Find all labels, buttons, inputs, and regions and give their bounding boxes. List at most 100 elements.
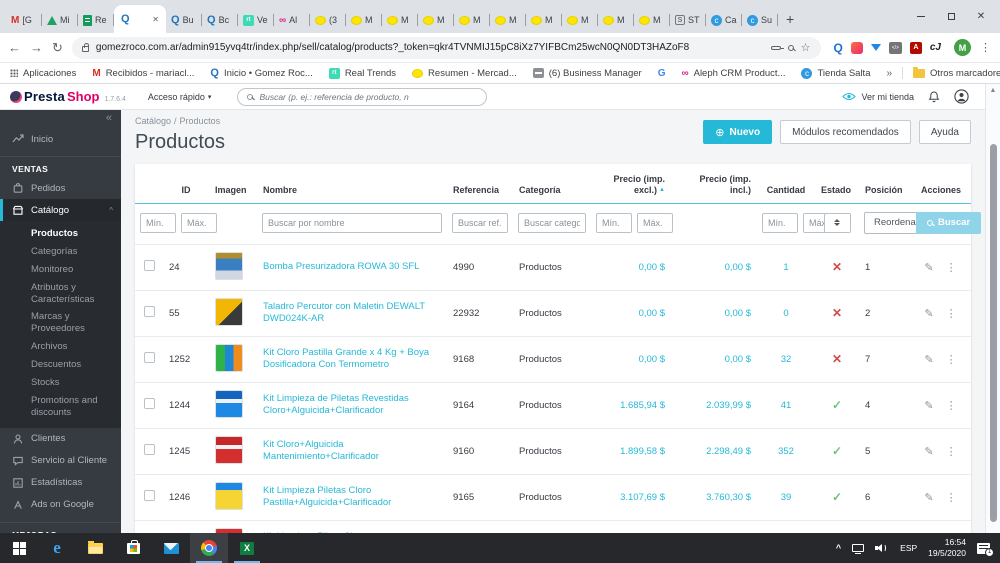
edit-icon[interactable]: ✎ <box>924 307 934 320</box>
edit-icon[interactable]: ✎ <box>924 399 934 412</box>
status-select[interactable] <box>823 212 851 233</box>
sidebar-collapse-icon[interactable]: « <box>105 112 112 124</box>
status-enabled-icon[interactable]: ✓ <box>831 490 843 504</box>
browser-tab[interactable]: M <box>346 7 382 33</box>
sidebar-subitem-monitoreo[interactable]: Monitoreo <box>31 263 74 275</box>
reorder-button[interactable]: Reordenar <box>864 211 929 234</box>
status-enabled-icon[interactable]: ✓ <box>831 398 843 412</box>
sidebar-item-cat-logo[interactable]: Catálogo ^ <box>0 199 121 221</box>
quick-access-dropdown[interactable]: Acceso rápido ▾ <box>148 92 212 102</box>
edit-icon[interactable]: ✎ <box>924 353 934 366</box>
sidebar-subitem-marcas-y-proveedores[interactable]: Marcas y Proveedores <box>31 311 85 335</box>
browser-tab[interactable]: M <box>526 7 562 33</box>
browser-tab[interactable]: rt Ve <box>238 7 274 33</box>
sidebar-item-pedidos[interactable]: Pedidos <box>0 177 121 199</box>
tab-close-icon[interactable]: ✕ <box>152 14 159 24</box>
product-name-link[interactable]: Kit Cloro+Alguicida Mantenimiento+Clarif… <box>263 438 379 462</box>
quantity-min-input[interactable] <box>762 212 798 233</box>
status-enabled-icon[interactable]: ✓ <box>831 444 843 458</box>
cj-icon[interactable]: cJ <box>929 42 941 53</box>
language-indicator[interactable]: ESP <box>900 543 918 553</box>
sidebar-subitem-stocks[interactable]: Stocks <box>31 376 60 388</box>
more-actions-icon[interactable]: ⋮ <box>945 399 958 412</box>
close-window-button[interactable]: ✕ <box>976 11 986 22</box>
browser-tab[interactable]: M <box>454 7 490 33</box>
red-square-icon[interactable] <box>850 41 863 54</box>
other-bookmarks[interactable]: Otros marcadores <box>913 66 1000 79</box>
browser-tab[interactable]: (3 <box>310 7 346 33</box>
browser-tab[interactable]: Mi <box>42 7 78 33</box>
taskbar-store[interactable] <box>114 533 152 563</box>
row-checkbox[interactable] <box>143 398 155 409</box>
bookmark-google[interactable]: G <box>658 67 666 79</box>
edit-icon[interactable]: ✎ <box>924 445 934 458</box>
row-checkbox[interactable] <box>143 444 155 455</box>
more-actions-icon[interactable]: ⋮ <box>945 491 958 504</box>
new-product-button[interactable]: ⊕ Nuevo <box>703 120 773 144</box>
product-name-link[interactable]: Taladro Percutor con Maletin DEWALT DWD0… <box>263 300 425 324</box>
reload-icon[interactable]: ↻ <box>52 39 63 55</box>
help-button[interactable]: Ayuda <box>918 120 971 144</box>
profile-avatar[interactable]: M <box>954 39 971 56</box>
browser-tab[interactable]: S ST <box>670 7 706 33</box>
blue-arrow-icon[interactable] <box>870 44 881 51</box>
new-tab-button[interactable]: + <box>786 11 795 27</box>
taskbar-mail[interactable] <box>152 533 190 563</box>
bookmark-recibidos-mariacl[interactable]: M Recibidos - mariacl... <box>92 67 194 79</box>
pdf-icon[interactable]: A <box>909 41 922 54</box>
row-checkbox[interactable] <box>143 260 155 271</box>
browser-tab[interactable]: M <box>634 7 670 33</box>
id-max-input[interactable] <box>181 212 217 233</box>
bookmark-tienda-salta[interactable]: c Tienda Salta <box>801 67 870 79</box>
cell-price-incl[interactable]: 3.760,30 $ <box>706 491 751 503</box>
taskbar-explorer[interactable] <box>76 533 114 563</box>
sidebar-item-servicio-al-cliente[interactable]: Servicio al Cliente <box>0 450 121 472</box>
more-actions-icon[interactable]: ⋮ <box>945 307 958 320</box>
category-search-input[interactable] <box>518 212 586 233</box>
prestashop-logo[interactable]: Presta Shop 1.7.6.4 <box>10 89 126 104</box>
maximize-button[interactable] <box>936 0 966 33</box>
breadcrumb-catalog[interactable]: Catálogo <box>135 116 172 126</box>
col-category[interactable]: Categoría <box>519 185 561 196</box>
profile-icon[interactable] <box>954 89 969 104</box>
browser-tab[interactable]: M <box>490 7 526 33</box>
browser-tab[interactable]: M <box>562 7 598 33</box>
row-checkbox[interactable] <box>143 306 155 317</box>
browser-tab[interactable]: M <box>382 7 418 33</box>
col-id[interactable]: ID <box>181 185 191 196</box>
recommended-modules-button[interactable]: Módulos recomendados <box>780 120 911 144</box>
cell-price-excl[interactable]: 3.107,69 $ <box>620 491 665 503</box>
cell-price-excl[interactable]: 0,00 $ <box>638 307 665 319</box>
breadcrumb-products[interactable]: Productos <box>179 116 221 126</box>
more-actions-icon[interactable]: ⋮ <box>945 445 958 458</box>
cell-price-excl[interactable]: 1.899,58 $ <box>620 445 665 457</box>
bookmarks-overflow-icon[interactable]: » <box>886 67 893 79</box>
browser-tab-active[interactable]: Q ✕ <box>114 5 166 33</box>
id-min-input[interactable] <box>140 212 176 233</box>
name-search-input[interactable] <box>262 212 442 233</box>
bookmark-aplicaciones[interactable]: Aplicaciones <box>10 67 76 79</box>
volume-icon[interactable] <box>875 542 889 554</box>
cell-price-excl[interactable]: 0,00 $ <box>638 261 665 273</box>
sidebar-subitem-productos[interactable]: Productos <box>31 228 78 239</box>
address-bar[interactable]: gomezroco.com.ar/admin915yvq4tr/index.ph… <box>71 36 821 59</box>
sidebar-item-clientes[interactable]: Clientes <box>0 428 121 450</box>
browser-tab[interactable]: c Ca <box>706 7 742 33</box>
admin-search-input[interactable] <box>259 91 478 102</box>
cell-price-incl[interactable]: 2.298,49 $ <box>706 445 751 457</box>
bookmark-resumen-mercad[interactable]: Resumen - Mercad... <box>412 67 517 79</box>
back-icon[interactable]: ← <box>8 40 21 55</box>
col-status[interactable]: Estado <box>821 185 852 196</box>
url-text[interactable]: gomezroco.com.ar/admin915yvq4tr/index.ph… <box>95 42 690 53</box>
cell-price-excl[interactable]: 0,00 $ <box>638 353 665 365</box>
bookmark-star-icon[interactable]: ☆ <box>800 42 811 54</box>
browser-tab[interactable]: M <box>598 7 634 33</box>
status-disabled-icon[interactable]: ✕ <box>831 306 843 320</box>
browser-tab[interactable]: M <box>418 7 454 33</box>
cell-price-incl[interactable]: 2.039,99 $ <box>706 399 751 411</box>
product-name-link[interactable]: Kit Limpieza Piletas Cloro Pastilla+Algu… <box>263 484 392 508</box>
browser-tab[interactable]: Re <box>78 7 114 33</box>
key-icon[interactable] <box>770 45 784 50</box>
row-checkbox[interactable] <box>143 490 155 501</box>
col-price-incl[interactable]: Precio (imp. incl.) <box>699 174 751 196</box>
